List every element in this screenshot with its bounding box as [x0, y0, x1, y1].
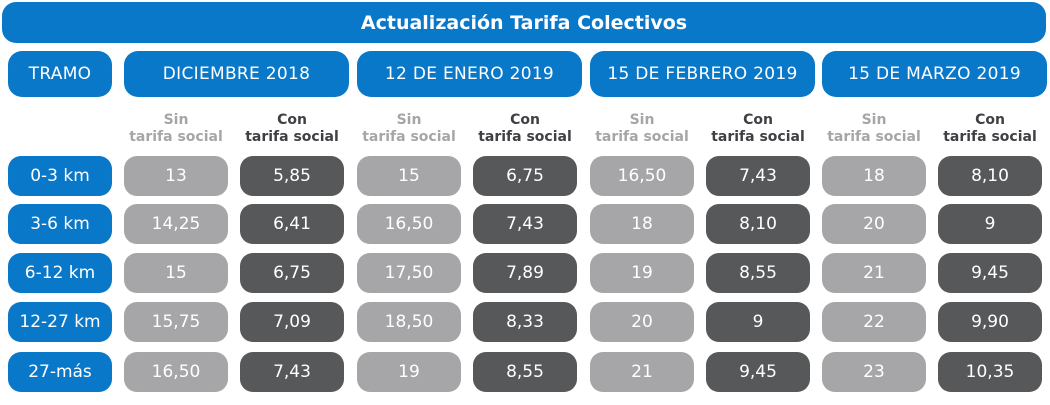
period-header: 15 DE MARZO 2019	[822, 51, 1047, 97]
fare-cell-con: 7,09	[240, 302, 344, 342]
period-header: 12 DE ENERO 2019	[357, 51, 582, 97]
fare-cell-sin: 20	[590, 302, 694, 342]
fare-cell-sin: 18	[590, 204, 694, 244]
fare-cell-con: 9	[706, 302, 810, 342]
fare-cell-con: 9,45	[706, 352, 810, 392]
fare-cell-sin: 18	[822, 156, 926, 196]
fare-cell-con: 7,89	[473, 253, 577, 293]
fare-cell-con: 8,10	[938, 156, 1042, 196]
sin-tarifa-social-label: Sin tarifa social	[827, 112, 921, 145]
tramo-label: 12-27 km	[8, 302, 112, 342]
fare-cell-con: 8,33	[473, 302, 577, 342]
fare-cell-sin: 21	[590, 352, 694, 392]
fare-cell-con: 6,75	[473, 156, 577, 196]
tramo-header: TRAMO	[8, 51, 112, 97]
fare-cell-sin: 19	[357, 352, 461, 392]
fare-cell-con: 7,43	[706, 156, 810, 196]
con-tarifa-social-label: Con tarifa social	[245, 112, 339, 145]
period-header: DICIEMBRE 2018	[124, 51, 349, 97]
fare-cell-sin: 15	[124, 253, 228, 293]
fare-cell-sin: 14,25	[124, 204, 228, 244]
con-tarifa-social-label: Con tarifa social	[943, 112, 1037, 145]
fare-cell-con: 10,35	[938, 352, 1042, 392]
fare-cell-sin: 16,50	[590, 156, 694, 196]
fare-cell-con: 6,41	[240, 204, 344, 244]
con-tarifa-social-label: Con tarifa social	[478, 112, 572, 145]
fare-cell-con: 8,10	[706, 204, 810, 244]
fare-cell-sin: 22	[822, 302, 926, 342]
fare-cell-con: 9,45	[938, 253, 1042, 293]
fare-cell-sin: 20	[822, 204, 926, 244]
fare-cell-sin: 21	[822, 253, 926, 293]
fare-cell-con: 9	[938, 204, 1042, 244]
tramo-label: 0-3 km	[8, 156, 112, 196]
table-title: Actualización Tarifa Colectivos	[2, 2, 1046, 43]
fare-cell-sin: 18,50	[357, 302, 461, 342]
fare-cell-sin: 17,50	[357, 253, 461, 293]
fare-cell-con: 5,85	[240, 156, 344, 196]
period-header: 15 DE FEBRERO 2019	[590, 51, 815, 97]
sin-tarifa-social-label: Sin tarifa social	[129, 112, 223, 145]
sin-tarifa-social-label: Sin tarifa social	[362, 112, 456, 145]
fare-cell-sin: 13	[124, 156, 228, 196]
tramo-label: 27-más	[8, 352, 112, 392]
fare-cell-sin: 15	[357, 156, 461, 196]
fare-cell-sin: 16,50	[124, 352, 228, 392]
fare-cell-sin: 15,75	[124, 302, 228, 342]
fare-cell-sin: 16,50	[357, 204, 461, 244]
fare-cell-con: 9,90	[938, 302, 1042, 342]
fare-cell-con: 6,75	[240, 253, 344, 293]
fare-cell-sin: 19	[590, 253, 694, 293]
fare-cell-con: 8,55	[473, 352, 577, 392]
tramo-label: 3-6 km	[8, 204, 112, 244]
fare-cell-con: 7,43	[240, 352, 344, 392]
fare-cell-sin: 23	[822, 352, 926, 392]
con-tarifa-social-label: Con tarifa social	[711, 112, 805, 145]
fare-cell-con: 8,55	[706, 253, 810, 293]
fare-cell-con: 7,43	[473, 204, 577, 244]
sin-tarifa-social-label: Sin tarifa social	[595, 112, 689, 145]
tramo-label: 6-12 km	[8, 253, 112, 293]
